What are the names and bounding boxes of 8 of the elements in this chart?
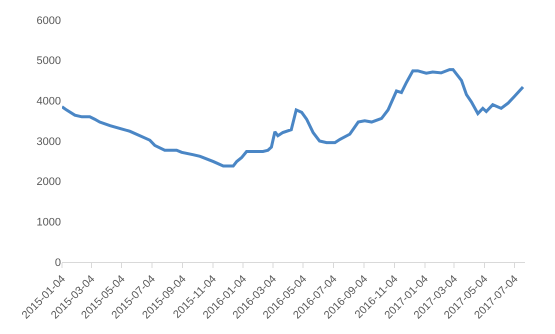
y-tick-label: 1000 [36,216,61,229]
y-tick-label: 4000 [36,96,61,108]
y-tick-label: 6000 [36,14,61,27]
y-tick-label: 0 [54,256,61,269]
y-tick-label: 2000 [36,176,61,188]
line-series [62,68,525,168]
y-tick-label: 5000 [36,55,61,68]
y-tick-label: 3000 [36,136,61,148]
